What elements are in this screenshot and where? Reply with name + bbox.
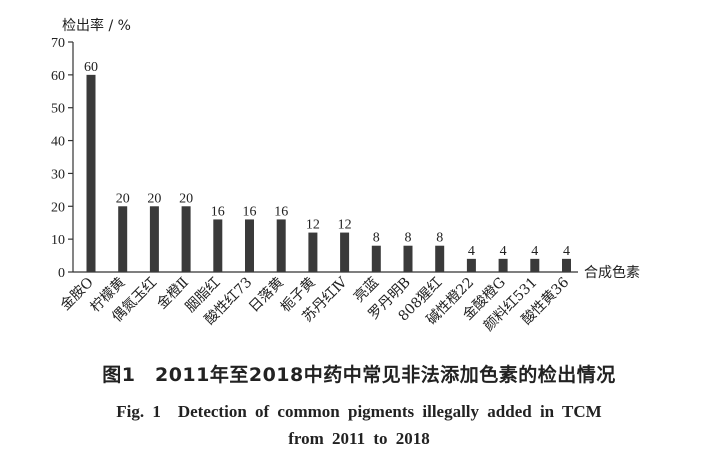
bar-14 (530, 258, 540, 272)
data-label-1: 20 (116, 191, 130, 206)
bar-8 (340, 232, 350, 272)
bar-10 (403, 245, 413, 272)
data-label-9: 8 (373, 231, 380, 246)
bar-2 (149, 206, 159, 272)
data-label-12: 4 (468, 244, 475, 259)
bar-chart: 检出率 / % 合成色素 01020304050607060金胺O20柠檬黄20… (51, 17, 640, 334)
data-label-5: 16 (243, 204, 257, 219)
bar-0 (86, 74, 96, 272)
data-label-15: 4 (563, 244, 570, 259)
figure-caption-english-line2: from 2011 to 2018 (288, 429, 430, 448)
bar-7 (308, 232, 318, 272)
figure-caption-chinese: 图1 2011年至2018中药中常见非法添加色素的检出情况 (102, 364, 616, 386)
bar-11 (435, 245, 445, 272)
bar-5 (245, 219, 254, 272)
y-axis-label: 检出率 / % (62, 17, 131, 34)
data-label-0: 60 (84, 60, 98, 75)
y-tick-label-0: 0 (58, 266, 65, 281)
y-tick-label-1: 10 (51, 233, 65, 248)
bar-15 (562, 258, 571, 272)
figure-caption-english-line1: Fig. 1 Detection of common pigments ille… (116, 402, 602, 421)
data-label-13: 4 (500, 244, 507, 259)
bar-9 (371, 245, 381, 272)
bar-3 (181, 206, 191, 272)
y-tick-label-7: 70 (51, 36, 65, 51)
data-label-7: 12 (306, 218, 320, 233)
x-axis-label: 合成色素 (584, 264, 640, 281)
data-label-10: 8 (405, 231, 412, 246)
bar-4 (213, 219, 223, 272)
bar-13 (498, 258, 508, 272)
data-label-4: 16 (211, 204, 225, 219)
data-label-14: 4 (531, 244, 538, 259)
data-label-3: 20 (179, 191, 193, 206)
y-tick-label-6: 60 (51, 69, 65, 84)
y-tick-label-5: 50 (51, 102, 65, 117)
y-tick-label-3: 30 (51, 167, 65, 182)
x-tick-label-6: 日落黄 (245, 274, 287, 316)
bar-1 (118, 206, 128, 272)
data-label-6: 16 (274, 204, 288, 219)
bar-6 (276, 219, 286, 272)
data-label-8: 12 (338, 218, 352, 233)
data-label-2: 20 (147, 191, 161, 206)
bar-12 (466, 258, 476, 272)
y-tick-label-2: 20 (51, 200, 65, 215)
y-tick-label-4: 40 (51, 135, 65, 150)
data-label-11: 8 (436, 231, 443, 246)
